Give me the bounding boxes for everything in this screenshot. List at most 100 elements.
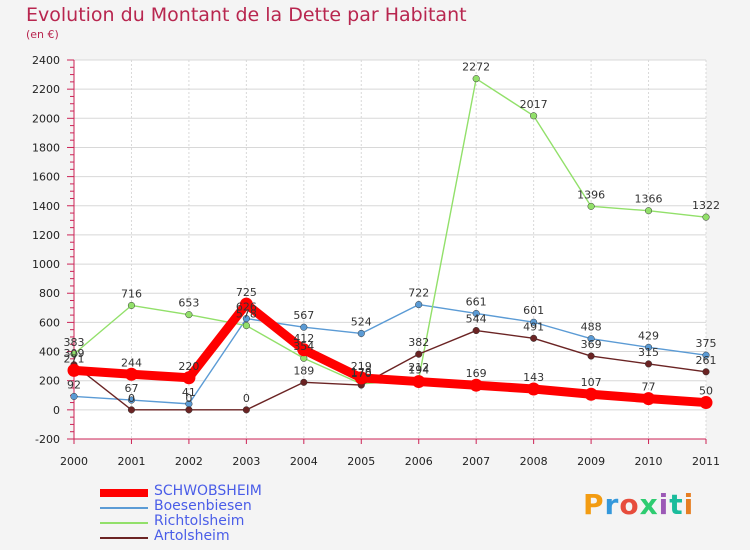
data-point-richtolsheim (70, 350, 78, 358)
y-tick-label: 1200 (32, 229, 60, 242)
legend-label: Artolsheim (154, 528, 230, 544)
data-point-richtolsheim (702, 213, 710, 221)
x-tick-label: 2003 (232, 455, 260, 468)
y-tick-label: 800 (39, 287, 60, 300)
data-label-artolsheim: 544 (466, 313, 487, 326)
data-point-artolsheim (300, 378, 308, 386)
data-label-schwobsheim: 143 (523, 371, 544, 384)
data-point-artolsheim (702, 368, 710, 376)
legend-swatch (100, 537, 148, 539)
data-label-artolsheim: 0 (128, 392, 135, 405)
legend-label: SCHWOBSHEIM (154, 483, 262, 499)
data-label-boesenbiesen: 429 (638, 329, 659, 342)
data-label-richtolsheim: 178 (351, 366, 372, 379)
data-label-richtolsheim: 1322 (692, 199, 720, 212)
data-point-schwobsheim (124, 367, 138, 381)
x-tick-label: 2002 (175, 455, 203, 468)
data-label-artolsheim: 491 (523, 320, 544, 333)
x-tick-label: 2011 (692, 455, 720, 468)
data-label-artolsheim: 369 (581, 338, 602, 351)
legend-swatch (100, 507, 148, 509)
series-lines (67, 75, 713, 414)
data-point-schwobsheim (182, 371, 196, 385)
data-labels: 271 244 220 725 412 219 194 169 143 107 77 50 92 67 41… (64, 61, 721, 405)
data-label-artolsheim: 261 (696, 354, 717, 367)
y-tick-label: 1000 (32, 258, 60, 271)
y-tick-label: 2400 (32, 54, 60, 67)
data-point-boesenbiesen (300, 323, 308, 331)
y-tick-label: 400 (39, 346, 60, 359)
x-tick-label: 2001 (117, 455, 145, 468)
chart-title: Evolution du Montant de la Dette par Hab… (26, 4, 467, 26)
x-tick-label: 2009 (577, 455, 605, 468)
data-point-schwobsheim (297, 343, 311, 357)
data-label-boesenbiesen: 601 (523, 304, 544, 317)
data-point-richtolsheim (644, 207, 653, 215)
x-tick-label: 2007 (462, 455, 490, 468)
data-point-boesenbiesen (127, 396, 136, 404)
data-label-artolsheim: 309 (64, 347, 85, 360)
data-point-schwobsheim (584, 387, 598, 401)
x-tick-label: 2004 (290, 455, 318, 468)
logo-letter: t (669, 488, 684, 521)
y-tick-label: 1400 (32, 200, 60, 213)
data-label-boesenbiesen: 626 (236, 301, 257, 314)
data-point-boesenbiesen (357, 329, 365, 338)
data-label-richtolsheim: 578 (236, 308, 257, 321)
series-line-boesenbiesen (73, 303, 707, 405)
data-label-richtolsheim: 2017 (520, 98, 548, 111)
data-label-richtolsheim: 653 (178, 297, 199, 310)
data-point-schwobsheim (642, 392, 656, 406)
logo-letter: x (639, 488, 659, 521)
y-tick-label: 200 (39, 375, 60, 388)
data-label-schwobsheim: 50 (699, 385, 713, 398)
data-label-schwobsheim: 107 (581, 376, 602, 389)
data-label-artolsheim: 170 (351, 367, 372, 380)
data-point-boesenbiesen (242, 315, 250, 323)
logo-letter: P (583, 488, 605, 521)
x-tick-label: 2010 (635, 455, 663, 468)
data-point-artolsheim (530, 334, 538, 342)
data-point-artolsheim (472, 326, 480, 335)
data-point-artolsheim (127, 406, 136, 414)
y-tick-label: 1800 (32, 141, 60, 154)
data-point-artolsheim (242, 406, 250, 414)
data-label-artolsheim: 189 (293, 364, 314, 377)
data-label-boesenbiesen: 488 (581, 321, 602, 334)
data-point-richtolsheim (242, 322, 250, 330)
data-label-artolsheim: 315 (638, 346, 659, 359)
data-point-schwobsheim (354, 371, 368, 385)
legend-swatch (100, 522, 148, 524)
data-point-artolsheim (185, 406, 193, 414)
data-point-schwobsheim (699, 396, 713, 410)
data-label-richtolsheim: 716 (121, 287, 142, 300)
y-tick-label: 1600 (32, 171, 60, 184)
data-label-boesenbiesen: 92 (67, 378, 81, 391)
y-tick-label: 2000 (32, 112, 60, 125)
axes: -200020040060080010001200140016001800200… (32, 54, 720, 468)
data-point-schwobsheim (67, 363, 81, 377)
logo-letter: i (683, 488, 695, 521)
data-point-richtolsheim (127, 301, 136, 310)
data-label-boesenbiesen: 567 (293, 309, 314, 322)
proxiti-logo: Proxiti (583, 488, 694, 521)
data-label-schwobsheim: 169 (466, 367, 487, 380)
data-label-boesenbiesen: 375 (696, 337, 717, 350)
data-label-richtolsheim: 354 (293, 340, 314, 353)
data-point-boesenbiesen (472, 309, 480, 318)
data-label-schwobsheim: 412 (293, 332, 314, 345)
y-tick-label: 2200 (32, 83, 60, 96)
data-point-boesenbiesen (587, 335, 595, 343)
data-point-boesenbiesen (702, 351, 710, 359)
x-tick-label: 2005 (347, 455, 375, 468)
series-line-artolsheim (73, 329, 707, 411)
legend-label: Boesenbiesen (154, 498, 252, 514)
series-line-schwobsheim (69, 299, 711, 408)
data-point-schwobsheim (527, 382, 541, 396)
chart-subtitle: (en €) (26, 28, 59, 41)
data-point-schwobsheim (469, 378, 483, 392)
data-label-schwobsheim: 219 (351, 360, 372, 373)
data-label-boesenbiesen: 524 (351, 315, 372, 328)
